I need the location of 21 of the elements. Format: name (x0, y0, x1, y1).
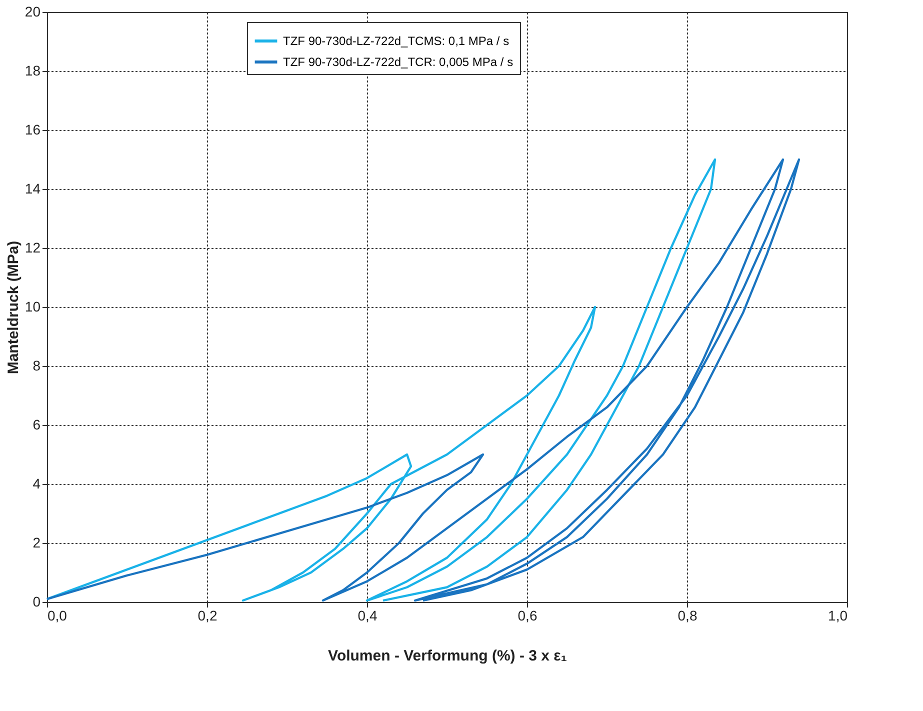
x-tick-label: 0,2 (198, 608, 218, 624)
x-tick-label: 0,6 (518, 608, 538, 624)
y-tick-label: 12 (24, 240, 41, 256)
y-axis-title: Manteldruck (MPa) (4, 240, 22, 374)
x-tick-label: 0,8 (678, 608, 698, 624)
x-axis-title: Volumen - Verformung (%) - 3 x ε₁ (328, 648, 567, 664)
x-tick-label: 1,0 (828, 608, 848, 624)
y-tick-label: 14 (24, 180, 41, 196)
legend-label: TZF 90-730d-LZ-722d_TCMS: 0,1 MPa / s (283, 34, 510, 48)
y-tick-label: 6 (32, 416, 41, 432)
legend-label: TZF 90-730d-LZ-722d_TCR: 0,005 MPa / s (283, 55, 514, 69)
x-tick-label: 0,0 (48, 608, 68, 624)
y-tick-label: 20 (24, 4, 41, 20)
y-tick-label: 4 (32, 476, 41, 492)
y-tick-label: 8 (32, 358, 41, 374)
y-tick-label: 0 (32, 594, 41, 610)
x-tick-label: 0,4 (358, 608, 378, 624)
y-tick-label: 16 (24, 122, 41, 138)
y-tick-label: 18 (24, 62, 41, 78)
y-tick-label: 10 (24, 298, 41, 314)
y-tick-label: 2 (32, 534, 41, 550)
